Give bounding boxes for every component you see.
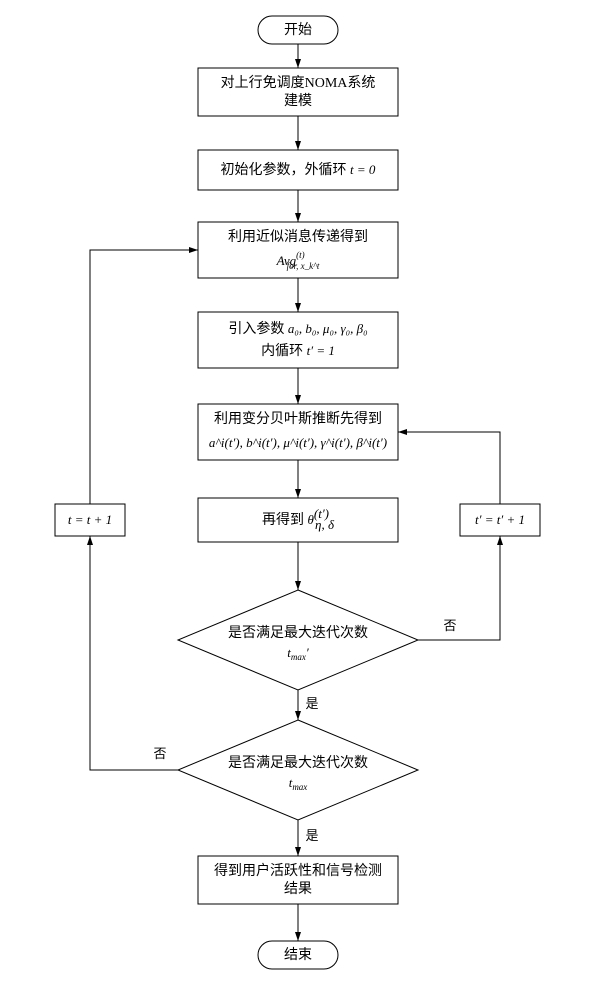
n5-math: a^i(t′), b^i(t′), μ^i(t′), γ^i(t′), β^i(… [209, 435, 387, 450]
d2-line1: 是否满足最大迭代次数 [228, 755, 368, 771]
edge-label: 否 [443, 618, 456, 633]
side-right-text: t′ = t′ + 1 [475, 512, 525, 527]
n1-line2: 建模 [284, 93, 312, 109]
n5-line1: 利用变分贝叶斯推断先得到 [214, 410, 382, 427]
d1-line1: 是否满足最大迭代次数 [228, 625, 368, 641]
edge-label: 是 [305, 696, 318, 711]
edge-label: 是 [305, 828, 318, 843]
n3-line1: 利用近似消息传递得到 [228, 228, 368, 245]
start-label: 开始 [284, 22, 312, 38]
n4-line1: 引入参数 a₀, b₀, μ₀, γ₀, β₀ [228, 320, 367, 337]
edge-label: 否 [153, 746, 166, 761]
n1-line1: 对上行免调度NOMA系统 [221, 75, 376, 91]
n2-text: 初始化参数，外循环 t = 0 [221, 161, 376, 178]
edge [90, 250, 198, 504]
n4-line2: 内循环 t′ = 1 [261, 343, 335, 359]
edge [90, 536, 178, 770]
side-left-text: t = t + 1 [68, 512, 112, 527]
edge [398, 432, 500, 504]
end-label: 结束 [284, 947, 312, 963]
n7-line1: 得到用户活跃性和信号检测 [214, 862, 382, 879]
n7-line2: 结果 [284, 881, 312, 897]
edge [418, 536, 500, 640]
